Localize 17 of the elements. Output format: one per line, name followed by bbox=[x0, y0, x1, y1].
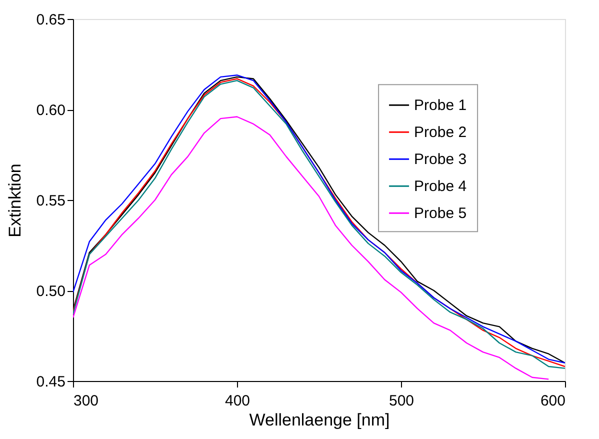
x-tick-label: 500 bbox=[388, 392, 414, 410]
x-tick-label: 400 bbox=[224, 392, 250, 410]
y-tick-label: 0.45 bbox=[36, 374, 66, 390]
y-tick-label: 0.65 bbox=[36, 12, 66, 28]
legend-label: Probe 1 bbox=[414, 97, 467, 114]
legend-label: Probe 2 bbox=[414, 124, 467, 142]
line-series bbox=[73, 116, 550, 380]
legend-label: Probe 4 bbox=[414, 178, 467, 196]
y-tick-label: 0.50 bbox=[36, 283, 66, 300]
x-tick-label: 300 bbox=[74, 392, 99, 410]
y-tick-label: 0.60 bbox=[36, 102, 66, 119]
x-tick-label: 600 bbox=[540, 392, 566, 410]
legend-label: Probe 5 bbox=[414, 205, 467, 222]
y-axis-title: Extinktion bbox=[5, 164, 24, 238]
x-axis-title: Wellenlaenge [nm] bbox=[249, 410, 390, 430]
legend-label: Probe 3 bbox=[414, 151, 467, 168]
y-tick-label: 0.55 bbox=[36, 192, 66, 210]
